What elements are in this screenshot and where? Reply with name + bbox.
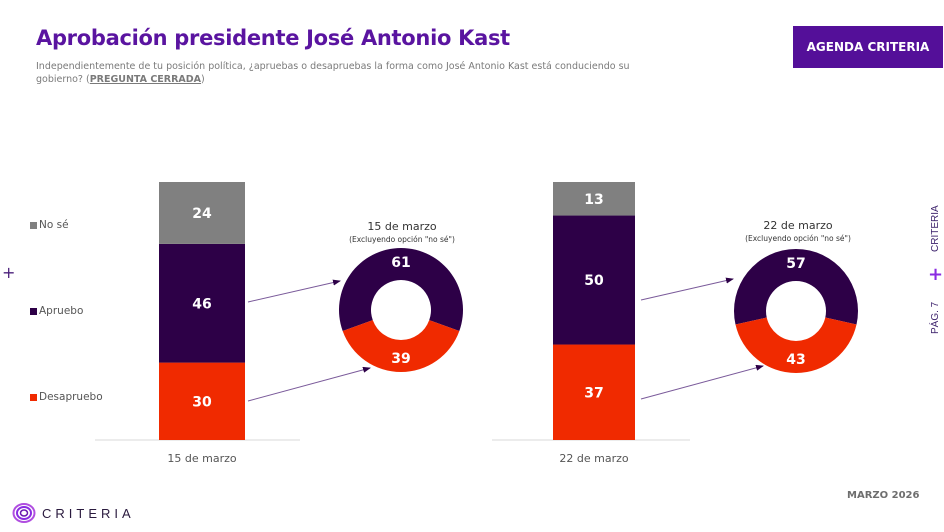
x-tick-label: 15 de marzo xyxy=(167,452,236,465)
footer-date: MARZO 2026 xyxy=(847,490,920,501)
bar-segment-apruebo xyxy=(159,243,245,363)
donut-title: 22 de marzo xyxy=(763,219,832,232)
side-rail: CRITERIA + PÁG. 7 xyxy=(928,190,944,350)
bar-data-label: 13 xyxy=(584,192,603,208)
bar-data-label: 24 xyxy=(192,206,212,222)
plus-icon: + xyxy=(2,263,16,282)
donut-data-label: 39 xyxy=(391,351,410,367)
donut-subtitle: (Excluyendo opción "no sé") xyxy=(349,235,455,244)
question-main: Independientemente de tu posición políti… xyxy=(36,61,630,85)
arrow-connector xyxy=(640,277,734,301)
question-end: ) xyxy=(201,74,205,85)
page-title: Aprobación presidente José Antonio Kast xyxy=(36,26,510,50)
bar-data-label: 50 xyxy=(584,273,604,289)
donut-title: 15 de marzo xyxy=(367,220,436,233)
plus-icon: + xyxy=(928,264,944,285)
donut-slice-desapruebo xyxy=(735,317,857,373)
x-tick-label: 22 de marzo xyxy=(559,452,628,465)
legend-swatch xyxy=(30,221,37,229)
question-text: Independientemente de tu posición políti… xyxy=(36,60,676,86)
donut-slice-desapruebo xyxy=(342,320,460,372)
criteria-logo-icon xyxy=(12,503,36,523)
bar-segment-desapruebo xyxy=(553,344,635,440)
legend-item-apruebo: Apruebo xyxy=(30,305,83,317)
bar-segment-nos xyxy=(159,182,245,244)
arrow-connector xyxy=(640,364,764,400)
legend-swatch xyxy=(30,307,37,315)
bar-data-label: 30 xyxy=(192,394,212,410)
arrow-connector xyxy=(247,279,341,303)
legend-label: Desapruebo xyxy=(39,391,103,403)
donut-subtitle: (Excluyendo opción "no sé") xyxy=(745,234,851,243)
agenda-criteria-button[interactable]: AGENDA CRITERIA xyxy=(793,26,943,68)
donut-slice-apruebo xyxy=(734,248,859,325)
donut-data-label: 61 xyxy=(391,255,410,271)
legend-swatch xyxy=(30,393,37,401)
legend-label: Apruebo xyxy=(39,305,84,317)
bar-data-label: 37 xyxy=(584,385,603,401)
bar-segment-apruebo xyxy=(553,215,635,345)
page-number: PÁG. 7 xyxy=(930,301,941,334)
bar-segment-nos xyxy=(553,182,635,216)
bar-segment-desapruebo xyxy=(159,362,245,440)
legend-item-no-se: No sé xyxy=(30,219,69,231)
donut-data-label: 57 xyxy=(786,256,805,272)
side-brand: CRITERIA xyxy=(930,205,941,252)
criteria-logo: CRITERIA xyxy=(12,502,135,524)
legend-item-desapruebo: Desapruebo xyxy=(30,391,103,403)
legend-label: No sé xyxy=(39,219,69,231)
arrow-connector xyxy=(247,366,371,402)
donut-data-label: 43 xyxy=(786,352,805,368)
donut-slice-apruebo xyxy=(339,247,464,332)
closed-question-label: PREGUNTA CERRADA xyxy=(89,74,202,85)
logo-text: CRITERIA xyxy=(42,505,135,521)
bar-data-label: 46 xyxy=(192,296,211,312)
